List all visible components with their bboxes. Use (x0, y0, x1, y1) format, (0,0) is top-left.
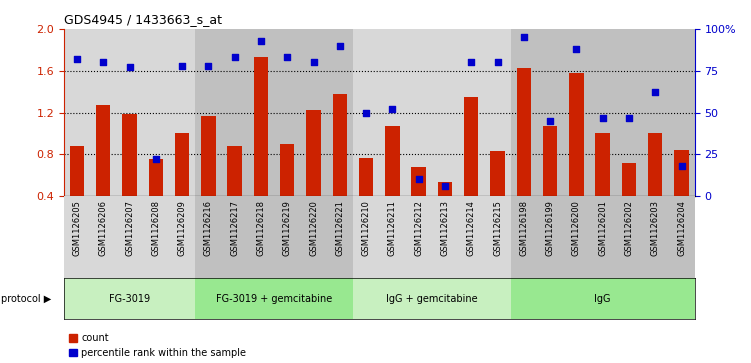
Text: GSM1126205: GSM1126205 (73, 200, 81, 256)
Point (466, 60, 478, 65)
Point (597, 115, 609, 121)
Text: GDS4945 / 1433663_s_at: GDS4945 / 1433663_s_at (64, 13, 222, 26)
Legend: count, percentile rank within the sample: count, percentile rank within the sample (68, 333, 246, 358)
Bar (569, 73, 584, 196)
Text: GSM1126210: GSM1126210 (362, 200, 370, 256)
Point (492, 60, 504, 65)
Bar (511, 196, 695, 278)
Text: GSM1126208: GSM1126208 (152, 200, 160, 256)
Text: FG-3019: FG-3019 (109, 294, 150, 303)
Text: GSM1126200: GSM1126200 (572, 200, 581, 256)
Point (544, 118, 556, 124)
Text: GSM1126206: GSM1126206 (99, 200, 107, 256)
Point (282, 54, 294, 60)
Point (676, 163, 688, 169)
Text: GSM1126199: GSM1126199 (546, 200, 554, 256)
Point (255, 38, 267, 44)
Text: GSM1126221: GSM1126221 (336, 200, 344, 256)
Point (98, 60, 110, 65)
Bar (195, 29, 353, 196)
Point (308, 60, 320, 65)
Bar (149, 159, 163, 196)
Text: FG-3019 + gemcitabine: FG-3019 + gemcitabine (216, 294, 332, 303)
Text: GSM1126209: GSM1126209 (178, 200, 186, 256)
Bar (490, 151, 505, 196)
Text: GSM1126217: GSM1126217 (231, 200, 239, 256)
Bar (195, 278, 353, 319)
Text: GSM1126218: GSM1126218 (257, 200, 265, 256)
Bar (195, 196, 353, 278)
Bar (96, 105, 110, 196)
Text: GSM1126203: GSM1126203 (651, 200, 659, 256)
Bar (228, 146, 242, 196)
Bar (280, 144, 294, 196)
Text: protocol ▶: protocol ▶ (1, 294, 51, 303)
Bar (438, 183, 452, 196)
Point (387, 106, 399, 112)
Point (439, 183, 451, 189)
Bar (201, 116, 216, 196)
Point (518, 34, 530, 40)
Text: GSM1126198: GSM1126198 (520, 200, 528, 256)
Bar (412, 167, 426, 196)
Point (571, 46, 583, 52)
Text: GSM1126214: GSM1126214 (467, 200, 475, 256)
Bar (333, 94, 347, 196)
Bar (353, 196, 511, 278)
Bar (648, 133, 662, 196)
Bar (353, 29, 511, 196)
Bar (543, 126, 557, 196)
Text: IgG + gemcitabine: IgG + gemcitabine (386, 294, 478, 303)
Text: GSM1126220: GSM1126220 (309, 200, 318, 256)
Bar (517, 68, 531, 196)
Bar (674, 150, 689, 196)
Text: GSM1126212: GSM1126212 (415, 200, 423, 256)
Text: GSM1126211: GSM1126211 (388, 200, 397, 256)
Point (203, 63, 215, 69)
Bar (122, 114, 137, 196)
Point (360, 110, 372, 115)
Text: GSM1126207: GSM1126207 (125, 200, 134, 256)
Bar (511, 278, 695, 319)
Point (229, 54, 241, 60)
Text: GSM1126202: GSM1126202 (625, 200, 633, 256)
Bar (353, 278, 511, 319)
Point (150, 156, 162, 162)
Bar (306, 110, 321, 196)
Bar (359, 158, 373, 196)
Text: GSM1126201: GSM1126201 (599, 200, 607, 256)
Text: GSM1126216: GSM1126216 (204, 200, 213, 256)
Bar (596, 133, 610, 196)
Text: GSM1126219: GSM1126219 (283, 200, 291, 256)
Text: GSM1126213: GSM1126213 (441, 200, 449, 256)
Point (124, 65, 136, 70)
Text: GSM1126204: GSM1126204 (677, 200, 686, 256)
Point (623, 115, 635, 121)
Bar (64, 29, 195, 196)
Text: GSM1126215: GSM1126215 (493, 200, 502, 256)
Point (413, 176, 425, 182)
Bar (254, 57, 268, 196)
Bar (622, 163, 636, 196)
Bar (64, 196, 195, 278)
Bar (385, 126, 400, 196)
Text: IgG: IgG (595, 294, 611, 303)
Bar (70, 146, 84, 196)
Point (649, 90, 661, 95)
Bar (464, 97, 478, 196)
Bar (175, 133, 189, 196)
Bar (64, 278, 195, 319)
Point (176, 63, 188, 69)
Bar (511, 29, 695, 196)
Point (334, 43, 346, 49)
Point (71, 56, 83, 62)
